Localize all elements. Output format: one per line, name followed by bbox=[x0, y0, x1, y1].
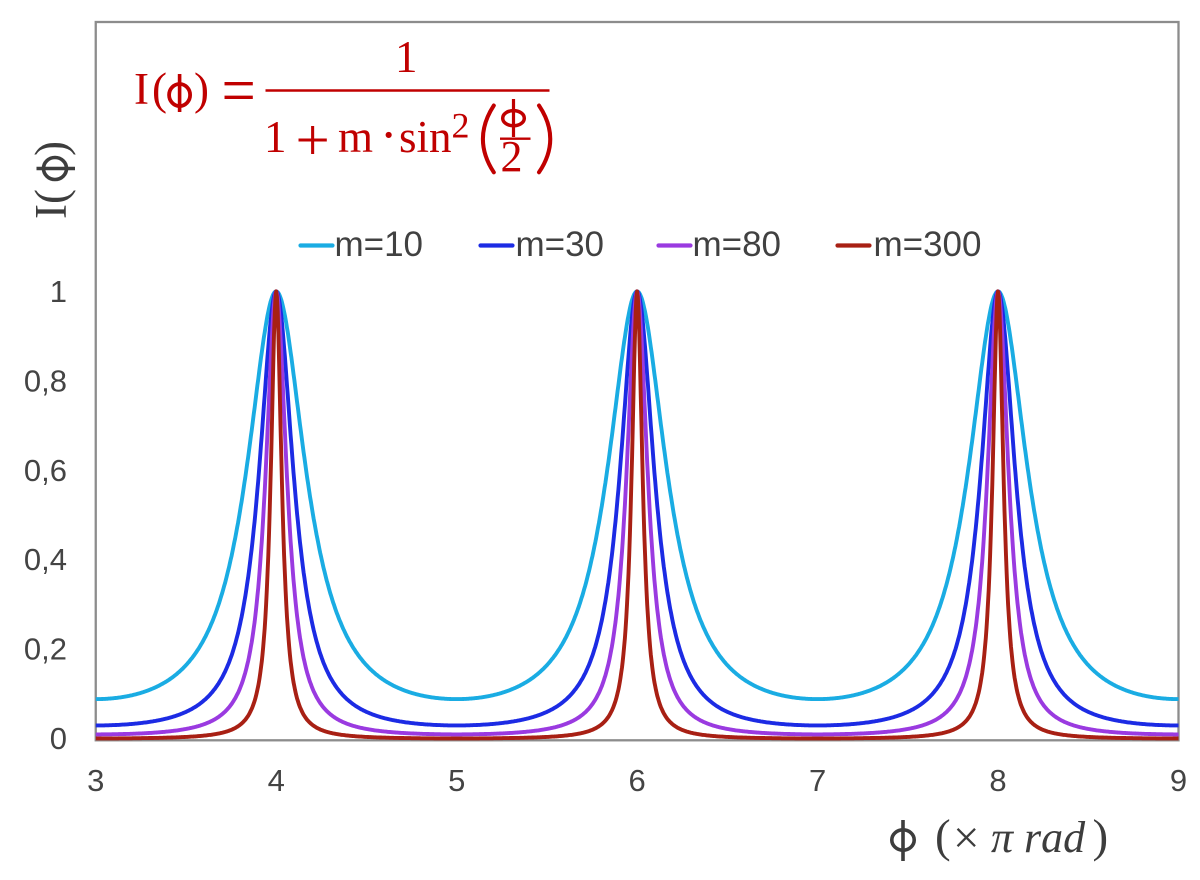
svg-text:): ) bbox=[194, 64, 209, 114]
svg-text:4: 4 bbox=[268, 763, 285, 798]
svg-text:1: 1 bbox=[395, 32, 418, 82]
svg-text:+: + bbox=[296, 107, 330, 174]
svg-text:1: 1 bbox=[50, 274, 67, 309]
svg-text:m=10: m=10 bbox=[335, 225, 424, 264]
svg-text:I(: I( bbox=[134, 64, 170, 114]
svg-text:(: ( bbox=[935, 811, 951, 863]
svg-text:1: 1 bbox=[264, 112, 287, 162]
svg-text:×: × bbox=[953, 812, 980, 864]
svg-text:9: 9 bbox=[1170, 763, 1187, 798]
svg-text:I(: I( bbox=[26, 189, 76, 219]
svg-text:3: 3 bbox=[87, 763, 104, 798]
svg-text:m=300: m=300 bbox=[874, 225, 982, 264]
svg-text:7: 7 bbox=[809, 763, 826, 798]
svg-text:8: 8 bbox=[989, 763, 1006, 798]
svg-text:2: 2 bbox=[452, 106, 470, 146]
svg-text:0,4: 0,4 bbox=[24, 542, 67, 577]
svg-text:m: m bbox=[338, 112, 373, 162]
svg-text:=: = bbox=[222, 53, 256, 128]
svg-text:·: · bbox=[380, 107, 397, 164]
svg-text:sin: sin bbox=[399, 112, 452, 162]
svg-text:5: 5 bbox=[448, 763, 465, 798]
svg-text:2: 2 bbox=[501, 132, 523, 181]
svg-text:m=30: m=30 bbox=[516, 225, 605, 264]
svg-text:6: 6 bbox=[628, 763, 645, 798]
svg-text:): ) bbox=[26, 141, 76, 156]
svg-text:0,6: 0,6 bbox=[24, 453, 67, 488]
svg-text:π rad: π rad bbox=[991, 813, 1086, 862]
svg-text:0,2: 0,2 bbox=[24, 632, 67, 667]
svg-text:0: 0 bbox=[50, 721, 67, 756]
svg-text:0,8: 0,8 bbox=[24, 363, 67, 398]
svg-text:): ) bbox=[1093, 811, 1109, 863]
svg-text:m=80: m=80 bbox=[693, 225, 782, 264]
